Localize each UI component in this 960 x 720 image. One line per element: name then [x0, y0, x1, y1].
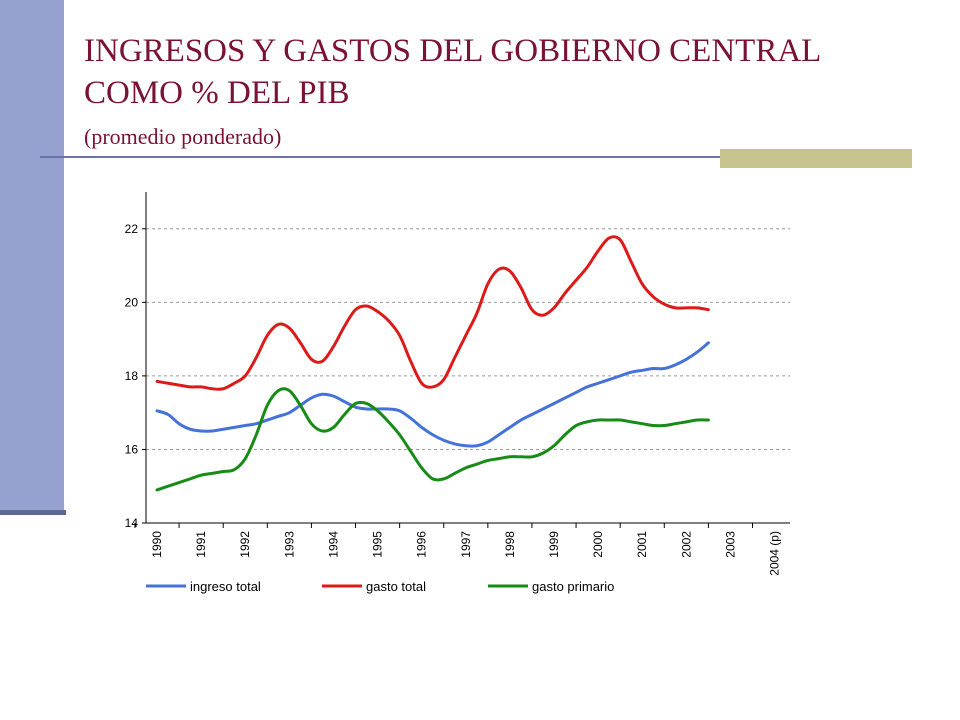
y-tick-label-14: 14	[125, 516, 139, 530]
x-tick-label-1996: 1996	[415, 531, 429, 558]
slide-title-line-1: INGRESOS Y GASTOS DEL GOBIERNO CENTRAL	[84, 33, 822, 69]
series-line-gasto-total	[155, 235, 710, 391]
x-tick-label-2000: 2000	[591, 531, 605, 558]
legend-label-ingreso-total: ingreso total	[190, 579, 261, 594]
x-tick-label-1995: 1995	[371, 531, 385, 558]
x-tick-label-1993: 1993	[282, 531, 296, 558]
series-line-ingreso-total	[155, 341, 710, 448]
slide-subtitle: (promedio ponderado)	[84, 124, 282, 149]
x-tick-label-1998: 1998	[503, 531, 517, 558]
y-tick-label-16: 16	[125, 442, 139, 456]
x-tick-label-2003: 2003	[723, 531, 737, 558]
slide-title: INGRESOS Y GASTOS DEL GOBIERNO CENTRAL C…	[84, 30, 944, 114]
series-line-gasto-primario	[155, 387, 710, 492]
y-tick-label-20: 20	[125, 295, 139, 309]
x-tick-label-2004 (p): 2004 (p)	[768, 531, 782, 576]
x-tick-label-2001: 2001	[635, 531, 649, 558]
y-tick-label-18: 18	[125, 369, 139, 383]
slide-title-line-2: COMO % DEL PIB	[84, 75, 350, 111]
x-tick-label-1992: 1992	[238, 531, 252, 558]
legend-label-gasto-primario: gasto primario	[532, 579, 614, 594]
title-accent-block	[720, 149, 912, 168]
legend-label-gasto-total: gasto total	[366, 579, 426, 594]
x-tick-label-1991: 1991	[194, 531, 208, 558]
x-tick-label-1997: 1997	[459, 531, 473, 558]
y-tick-label-22: 22	[125, 222, 139, 236]
x-tick-label-1990: 1990	[150, 531, 164, 558]
left-accent-bar-shadow	[0, 510, 66, 515]
x-tick-label-1994: 1994	[326, 531, 340, 558]
title-divider	[40, 156, 912, 158]
x-tick-label-2002: 2002	[679, 531, 693, 558]
x-tick-label-1999: 1999	[547, 531, 561, 558]
left-accent-bar	[0, 0, 64, 512]
